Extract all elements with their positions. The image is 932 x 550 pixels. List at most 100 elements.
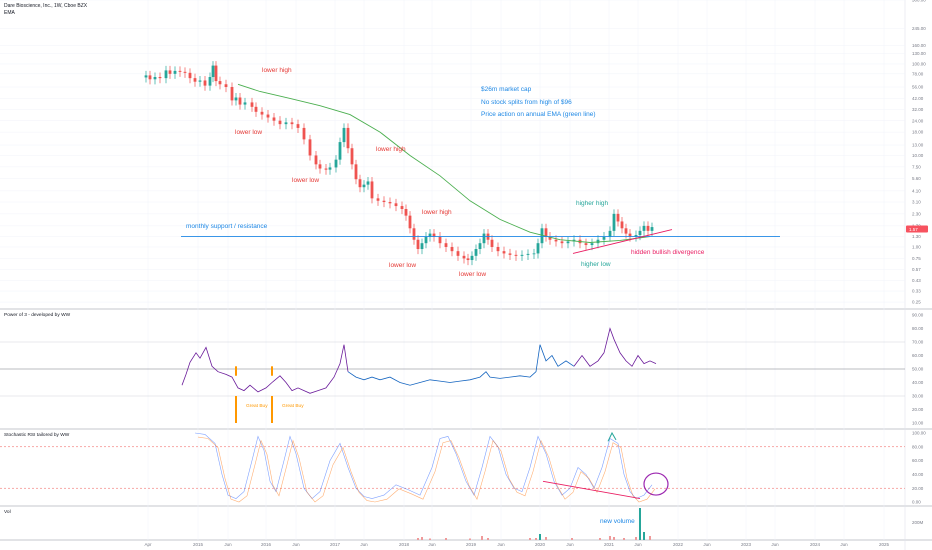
price-annotation: $26m market cap — [481, 86, 532, 93]
candle-body — [540, 228, 544, 244]
candle-body — [554, 239, 558, 242]
time-tick-label: Jun — [428, 542, 436, 547]
candle-body — [260, 111, 264, 115]
candle-body — [168, 70, 172, 74]
price-annotation: lower high — [376, 146, 406, 153]
price-annotation: lower low — [292, 177, 319, 184]
candle-body — [646, 225, 650, 231]
price-tick-label: 13.00 — [912, 143, 924, 148]
price-tick-label: 18.00 — [912, 130, 924, 135]
price-tick-label: 56.00 — [912, 85, 924, 90]
price-tick-label: 32.00 — [912, 107, 924, 112]
price-tick-label: 0.75 — [912, 256, 921, 261]
candle-body — [370, 181, 374, 199]
candle-body — [254, 106, 258, 112]
candle-body — [548, 236, 552, 240]
time-tick-label: Jun — [771, 542, 779, 547]
srsi-peak-arrow — [607, 431, 617, 442]
candle-body — [566, 241, 570, 244]
candle-body — [432, 233, 436, 237]
price-annotation: higher low — [581, 261, 611, 268]
candle-body — [478, 243, 482, 250]
price-tick-label: 78.00 — [912, 71, 924, 76]
volume-bar — [445, 538, 447, 540]
candle-body — [366, 181, 370, 185]
chart-header-symbol: Dare Bioscience, Inc., 1W, Cboe BZX — [4, 3, 88, 9]
candle-body — [612, 213, 616, 231]
price-tick-label: 2.30 — [912, 211, 921, 216]
candle-body — [596, 239, 600, 244]
volume-bar — [481, 536, 483, 540]
candle-body — [358, 179, 362, 188]
candle-body — [278, 120, 282, 125]
candle-body — [148, 75, 152, 80]
p3-tick-label: 20.00 — [912, 407, 924, 412]
candle-body — [218, 81, 222, 85]
time-tick-label: Jun — [566, 542, 574, 547]
candle-body — [272, 117, 276, 121]
candle-body — [424, 236, 428, 244]
candle-body — [211, 65, 215, 78]
price-tick-label: 1.00 — [912, 245, 921, 250]
candle-body — [466, 258, 470, 261]
candle-body — [266, 114, 270, 118]
ema-line — [237, 83, 651, 243]
candle-body — [153, 77, 157, 80]
candle-body — [532, 253, 536, 255]
candle-body — [470, 255, 474, 261]
candle-body — [536, 243, 540, 254]
candle-body — [203, 80, 207, 86]
price-tick-label: 4.10 — [912, 189, 921, 194]
candle-body — [544, 228, 548, 237]
candle-body — [404, 209, 408, 216]
price-annotation: hidden bullish divergence — [631, 249, 705, 256]
srsi-highlight-circle — [643, 472, 669, 496]
candle-body — [318, 164, 322, 169]
candle-body — [328, 167, 332, 170]
volume-bar — [639, 508, 641, 540]
srsi-tick-label: 40.00 — [912, 472, 924, 477]
time-tick-label: 2019 — [466, 542, 477, 547]
time-tick-label: 2023 — [741, 542, 752, 547]
price-tick-label: 10.00 — [912, 153, 924, 158]
candle-body — [338, 142, 342, 160]
candle-body — [638, 230, 642, 236]
candle-body — [628, 233, 632, 237]
candle-body — [350, 148, 354, 165]
candle-body — [308, 139, 312, 156]
last-price-label: 1.57 — [909, 227, 918, 232]
candle-body — [238, 97, 242, 105]
srsi-tick-label: 20.00 — [912, 486, 924, 491]
volume-bar — [539, 534, 541, 540]
candle-body — [208, 77, 212, 86]
candle-body — [620, 221, 624, 229]
chart-header-indicator: EMA — [4, 10, 15, 16]
volume-bar — [609, 536, 611, 540]
price-annotation: lower low — [459, 271, 486, 278]
candle-body — [164, 70, 168, 79]
candle-body — [158, 77, 162, 79]
p3-tick-label: 80.00 — [912, 326, 924, 331]
volume-bar — [545, 537, 547, 540]
candle-body — [420, 243, 424, 250]
candle-body — [412, 228, 416, 240]
candle-body — [514, 254, 518, 256]
time-tick-label: Jun — [360, 542, 368, 547]
candle-body — [388, 202, 392, 204]
volume-bar — [421, 537, 423, 540]
volume-bar — [429, 538, 431, 540]
great-buy-marker — [235, 366, 237, 376]
great-buy-bar — [235, 396, 237, 423]
candle-body — [526, 253, 530, 255]
candle-body — [474, 249, 478, 256]
candle-body — [362, 184, 366, 188]
candle-body — [624, 228, 628, 234]
time-tick-label: Jun — [634, 542, 642, 547]
volume-bar — [529, 538, 531, 540]
time-tick-label: 2017 — [330, 542, 341, 547]
p3-tick-label: 30.00 — [912, 394, 924, 399]
candle-body — [243, 102, 247, 105]
volume-bar — [613, 537, 615, 540]
candle-body — [290, 122, 294, 125]
